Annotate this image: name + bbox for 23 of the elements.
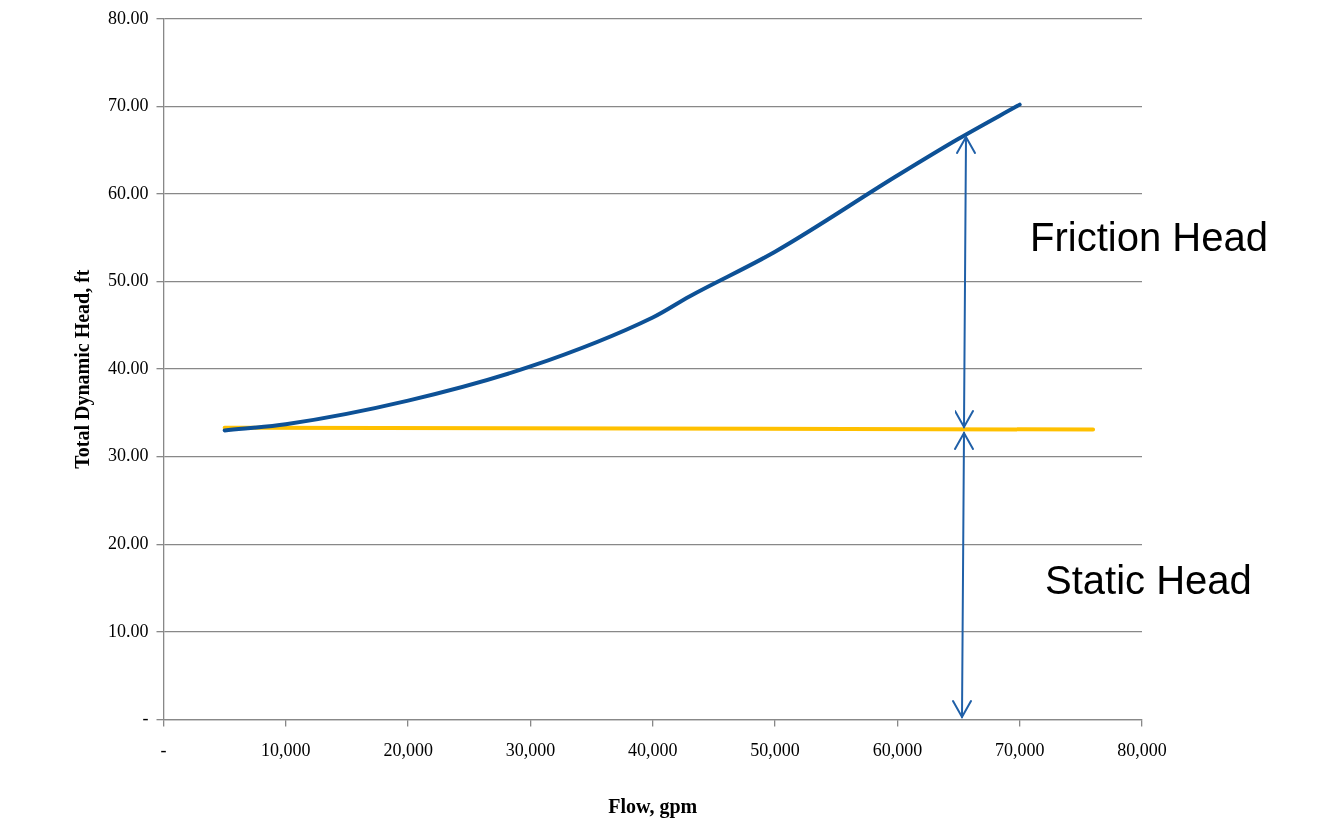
x-tick-label: 30,000 [505,739,556,760]
y-tick-label: 80.00 [108,7,149,28]
y-tick-label: 70.00 [108,95,149,116]
y-tick-label: 20.00 [108,532,149,553]
x-tick-label: 80,000 [1117,739,1167,760]
x-tick-label: 50,000 [750,739,800,760]
y-tick-label: 30.00 [108,445,149,466]
x-tick-label: 10,000 [261,739,311,760]
annotation: Friction Head [1030,215,1268,260]
x-tick-label: - [160,739,167,760]
x-tick-label: 20,000 [383,739,433,760]
x-axis-title: Flow, gpm [608,795,698,819]
annotation: Static Head [1045,558,1252,603]
y-tick-label: - [142,708,149,729]
y-tick-label: 50.00 [108,270,149,291]
y-axis-title: Total Dynamic Head, ft [71,269,95,469]
line-series [222,102,1022,433]
x-tick-label: 70,000 [994,739,1045,760]
x-tick-label: 60,000 [872,739,923,760]
y-tick-label: 40.00 [108,357,149,378]
y-tick-label: 60.00 [108,182,149,203]
y-tick-label: 10.00 [108,620,149,641]
x-tick-label: 40,000 [628,739,678,760]
